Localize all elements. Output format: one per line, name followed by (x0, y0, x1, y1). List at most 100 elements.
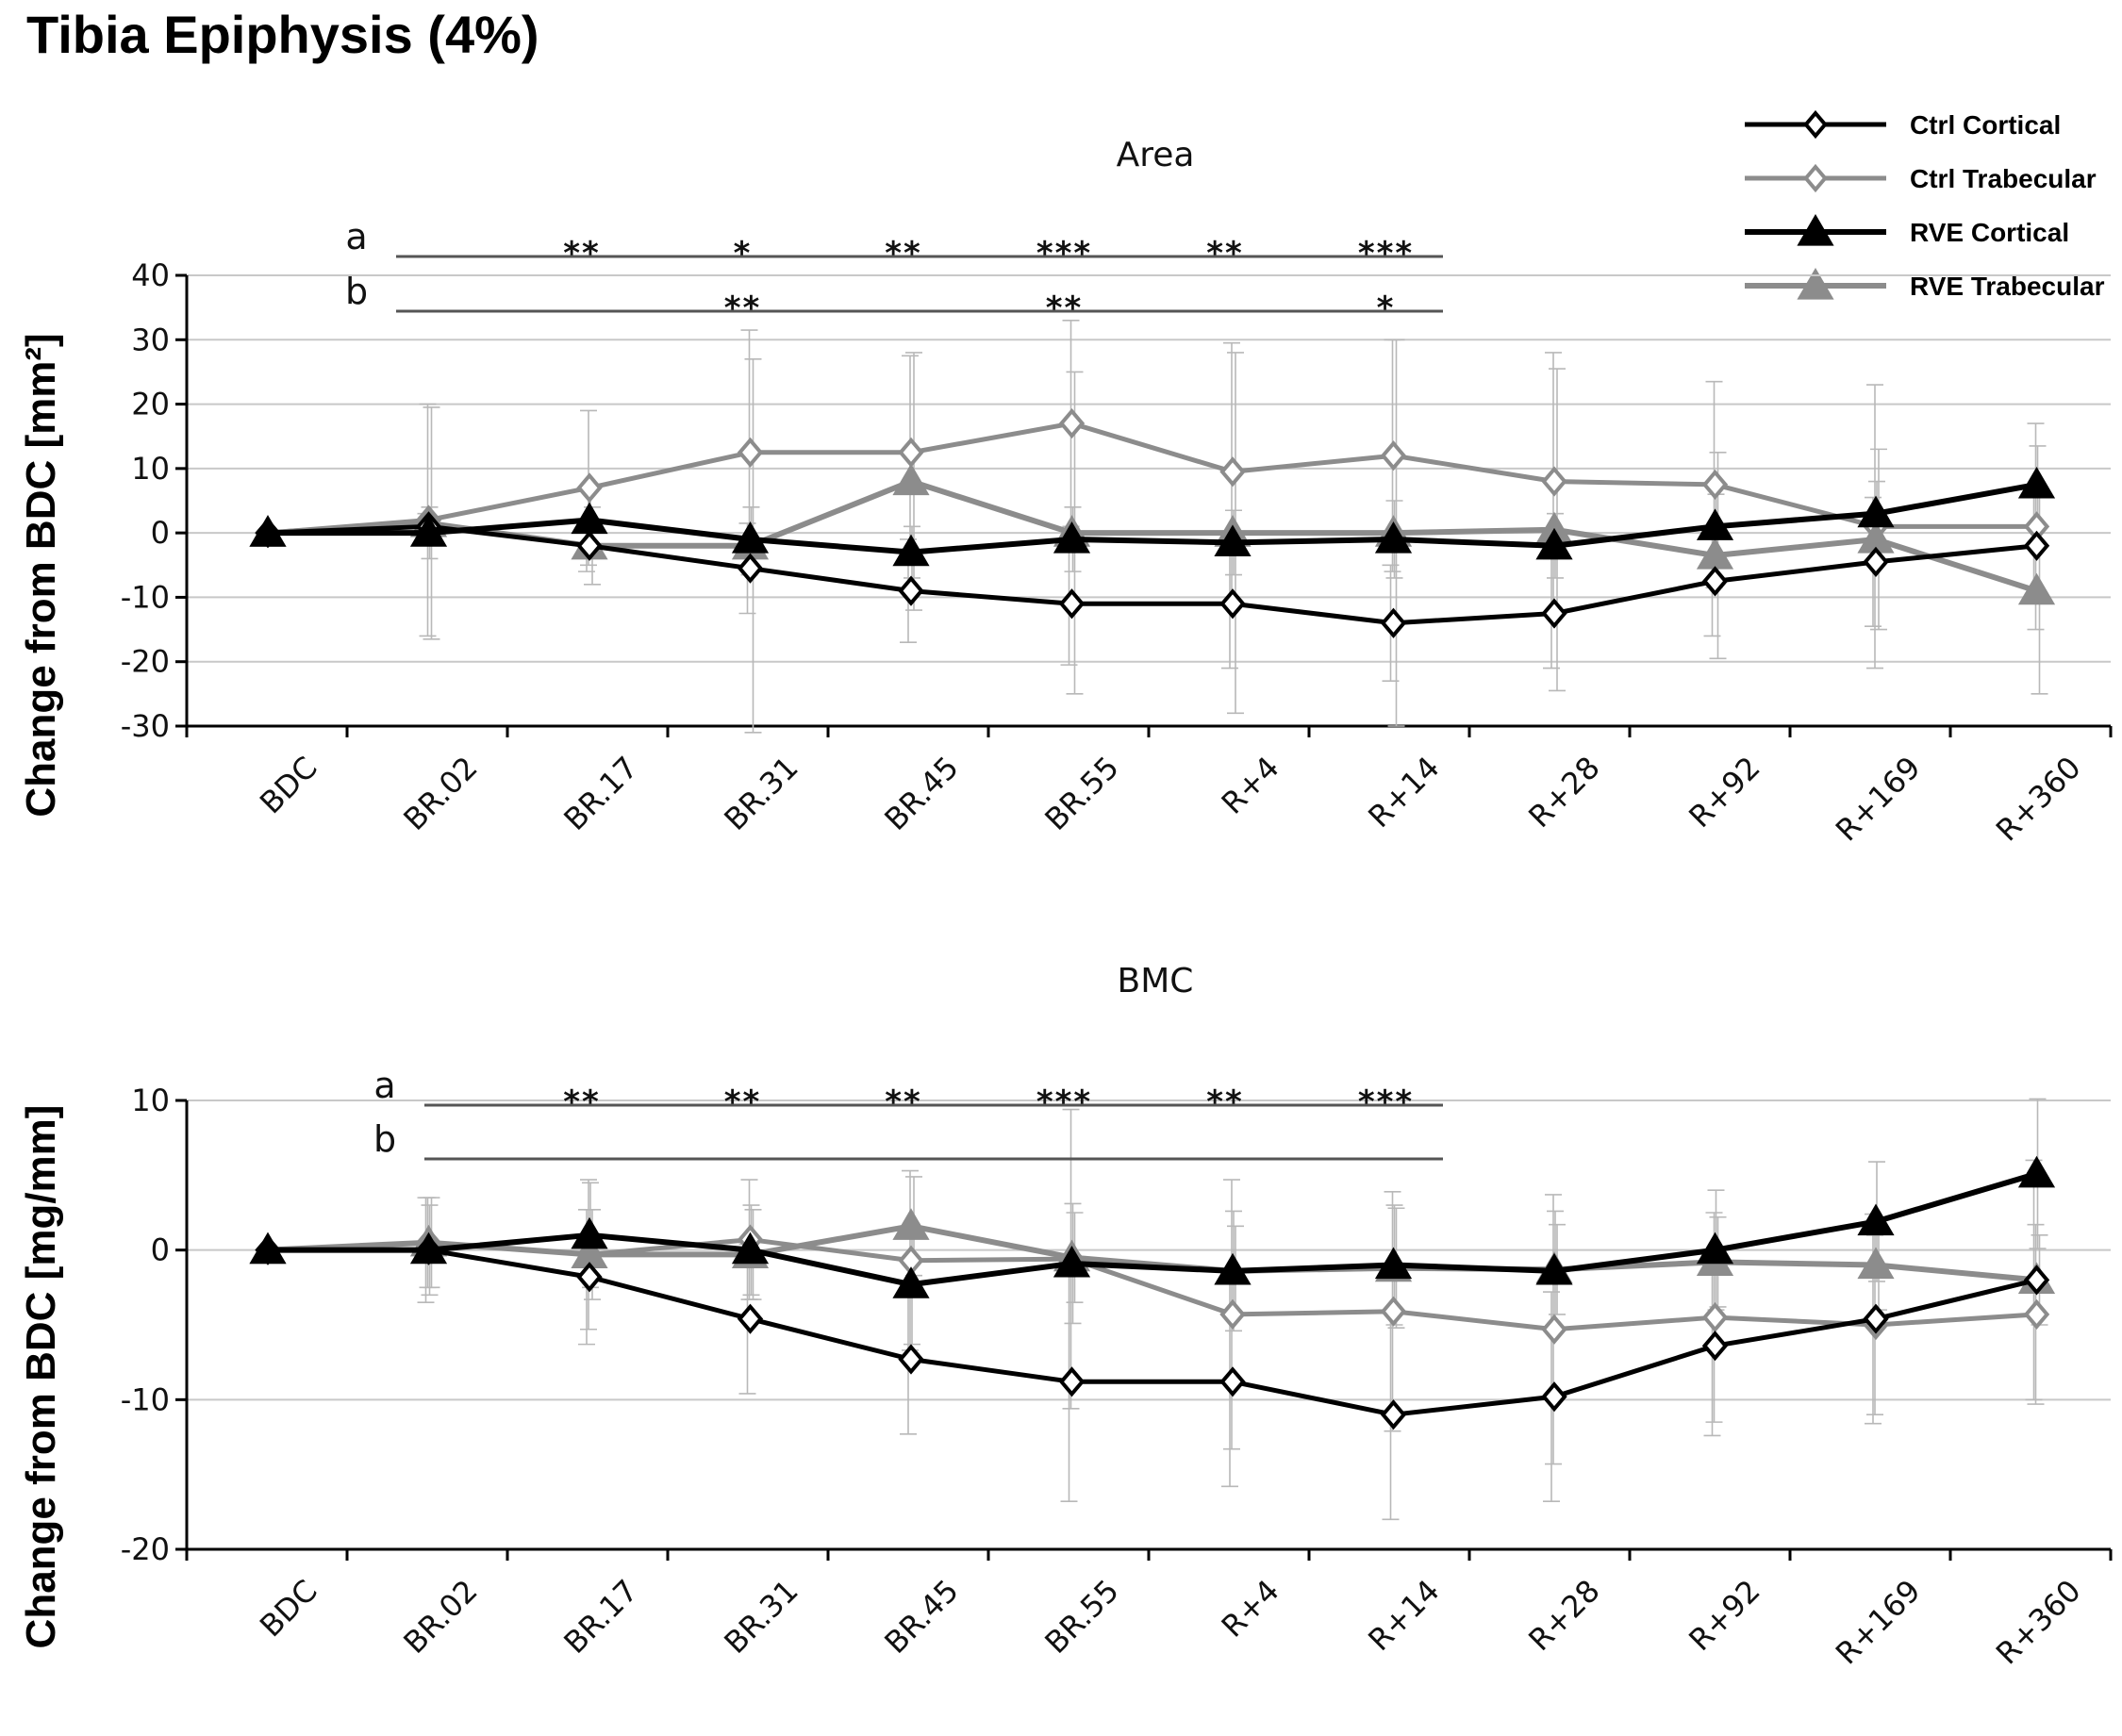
legend: Ctrl Cortical Ctrl Trabecular RVE Cortical… (1745, 109, 2105, 301)
area-y-tick-label: -10 (121, 579, 170, 615)
bmc-point-ctrl-cortical-br-31 (737, 1303, 764, 1334)
area-panel: Area Change from BDC [mm²] -30 -20 -10 0 10 2… (18, 136, 2113, 849)
legend-item-rve-trabecular: RVE Trabecular (1745, 268, 2105, 301)
area-point-ctrl-trabecular-r-14 (1380, 440, 1407, 471)
bmc-significance-stars-a: ** (563, 1083, 601, 1121)
bmc-significance-stars-a: ** (1206, 1083, 1244, 1121)
area-line-ctrl-trabecular (267, 421, 2037, 536)
area-y-tick-label: 10 (131, 451, 170, 487)
legend-label: RVE Cortical (1910, 218, 2069, 247)
legend-label: Ctrl Trabecular (1910, 164, 2097, 193)
area-point-ctrl-trabecular-r-92 (1701, 469, 1729, 501)
bmc-point-ctrl-cortical-r-360 (2023, 1265, 2050, 1296)
area-line-rve-cortical (268, 481, 2038, 555)
area-y-axis-label: Change from BDC [mm²] (18, 333, 64, 817)
bmc-panel-title: BMC (1118, 962, 1194, 1000)
bmc-point-rve-cortical-br-02 (409, 1232, 448, 1265)
legend-item-ctrl-trabecular: Ctrl Trabecular (1745, 163, 2097, 193)
area-y-tick-label: -20 (121, 644, 170, 680)
area-x-tick-label-br-17: BR.17 (556, 750, 644, 837)
bmc-point-rve-cortical-r-360 (2017, 1155, 2056, 1188)
area-point-rve-cortical-br-17 (571, 502, 608, 535)
area-x-tick-label-r-92: R+92 (1682, 750, 1766, 835)
area-point-ctrl-cortical-br-31 (737, 553, 764, 584)
area-point-ctrl-trabecular-br-17 (576, 472, 603, 504)
bmc-point-rve-cortical-r-28 (1535, 1252, 1573, 1285)
bmc-point-rve-cortical-r-92 (1696, 1232, 1734, 1265)
bmc-x-tick-label-r-169: R+169 (1829, 1573, 1928, 1672)
area-point-ctrl-trabecular-r-4 (1219, 456, 1246, 488)
area-x-tick-label-bdc: BDC (253, 750, 324, 821)
area-line-ctrl-cortical (267, 523, 2037, 626)
area-point-rve-trabecular-br-45 (892, 463, 930, 496)
bmc-y-tick-label: -10 (121, 1381, 170, 1417)
area-point-ctrl-cortical-r-14 (1380, 607, 1407, 638)
area-series-rve-cortical (249, 466, 2056, 567)
bmc-gridlines: -20 -10 0 10 (121, 1083, 2111, 1567)
area-point-rve-cortical-br-02 (409, 515, 448, 547)
bmc-point-ctrl-cortical-r-28 (1541, 1381, 1567, 1413)
bmc-significance-stars-a: ** (724, 1083, 762, 1121)
area-x-tick-label-r-169: R+169 (1829, 750, 1928, 849)
area-point-rve-cortical-r-169 (1857, 495, 1895, 528)
area-x-tick-label-r-360: R+360 (1989, 750, 2088, 849)
legend-marker-ctrl-trabecular (1803, 163, 1828, 193)
bmc-point-rve-cortical-bdc (249, 1232, 287, 1265)
bmc-point-ctrl-cortical-br-17 (576, 1262, 603, 1293)
bmc-point-ctrl-trabecular-r-14 (1380, 1296, 1407, 1327)
bmc-point-rve-trabecular-r-169 (1857, 1247, 1895, 1280)
area-point-rve-cortical-r-92 (1696, 508, 1734, 540)
legend-marker-ctrl-cortical (1803, 109, 1828, 140)
bmc-x-tick-label-r-28: R+28 (1521, 1573, 1606, 1658)
area-point-rve-cortical-r-360 (2017, 466, 2056, 499)
bmc-significance-stars-a: *** (1036, 1083, 1092, 1121)
area-x-tick-label-r-28: R+28 (1521, 750, 1606, 835)
area-point-rve-trabecular-r-360 (2017, 572, 2056, 605)
bmc-x-tick-label-br-31: BR.31 (717, 1573, 804, 1661)
area-point-rve-cortical-br-45 (892, 534, 930, 567)
area-y-tick-label: 20 (131, 387, 170, 422)
bmc-point-ctrl-trabecular-r-28 (1541, 1314, 1567, 1345)
area-x-tick-label-r-14: R+14 (1361, 750, 1446, 835)
bmc-point-rve-cortical-r-4 (1214, 1252, 1252, 1285)
bmc-significance-stars-a: *** (1358, 1083, 1414, 1121)
bmc-series-rve-cortical (249, 1155, 2056, 1298)
bmc-x-ticks: BDC BR.02 BR.17 BR.31 BR.45 BR.55 R+4 R+14 R+28 R… (185, 1549, 2113, 1672)
area-point-ctrl-cortical-br-17 (576, 530, 603, 561)
area-point-ctrl-cortical-r-169 (1863, 546, 1889, 577)
area-x-tick-label-br-55: BR.55 (1037, 750, 1125, 837)
area-significance-stars-b: * (1377, 289, 1396, 327)
bmc-point-rve-cortical-r-169 (1857, 1203, 1895, 1236)
bmc-y-axis-label: Change from BDC [mg/mm] (18, 1105, 64, 1649)
bmc-point-ctrl-cortical-br-55 (1058, 1366, 1086, 1397)
legend-label: RVE Trabecular (1910, 272, 2105, 301)
bmc-point-ctrl-trabecular-r-4 (1219, 1298, 1246, 1330)
area-point-ctrl-cortical-r-4 (1219, 588, 1246, 620)
bmc-y-tick-label: -20 (121, 1531, 170, 1567)
area-y-tick-label: 0 (151, 515, 170, 551)
bmc-point-rve-trabecular-br-45 (892, 1208, 930, 1240)
area-y-tick-label: 30 (131, 322, 170, 357)
bmc-line-ctrl-cortical (268, 1248, 2038, 1417)
area-significance-stars-a: *** (1036, 235, 1092, 273)
area-significance-stars-a: *** (1358, 235, 1414, 273)
area-point-ctrl-cortical-br-55 (1058, 588, 1086, 620)
area-panel-title: Area (1117, 136, 1195, 174)
bmc-x-tick-label-r-360: R+360 (1989, 1573, 2088, 1672)
bmc-point-ctrl-cortical-r-92 (1701, 1331, 1729, 1362)
area-significance-b: b ** ** * (345, 271, 1443, 327)
bmc-line-rve-cortical (268, 1170, 2038, 1288)
area-significance-stars-a: * (734, 235, 753, 273)
area-point-rve-cortical-r-14 (1374, 521, 1413, 554)
bmc-point-rve-cortical-br-45 (892, 1266, 930, 1298)
area-x-tick-label-r-4: R+4 (1215, 750, 1286, 821)
bmc-point-ctrl-trabecular-r-360 (2023, 1298, 2050, 1330)
area-significance-letter-a: a (345, 216, 367, 257)
bmc-panel: BMC Change from BDC [mg/mm] -20 -10 0 10 BDC… (18, 962, 2113, 1672)
area-x-ticks: BDC BR.02 BR.17 BR.31 BR.45 BR.55 R+4 R+14 R+28 R… (185, 726, 2113, 849)
area-point-ctrl-cortical-r-28 (1541, 598, 1567, 629)
area-point-ctrl-trabecular-r-28 (1541, 466, 1567, 497)
area-significance-stars-b: ** (724, 289, 762, 327)
area-point-ctrl-cortical-r-92 (1701, 566, 1729, 597)
